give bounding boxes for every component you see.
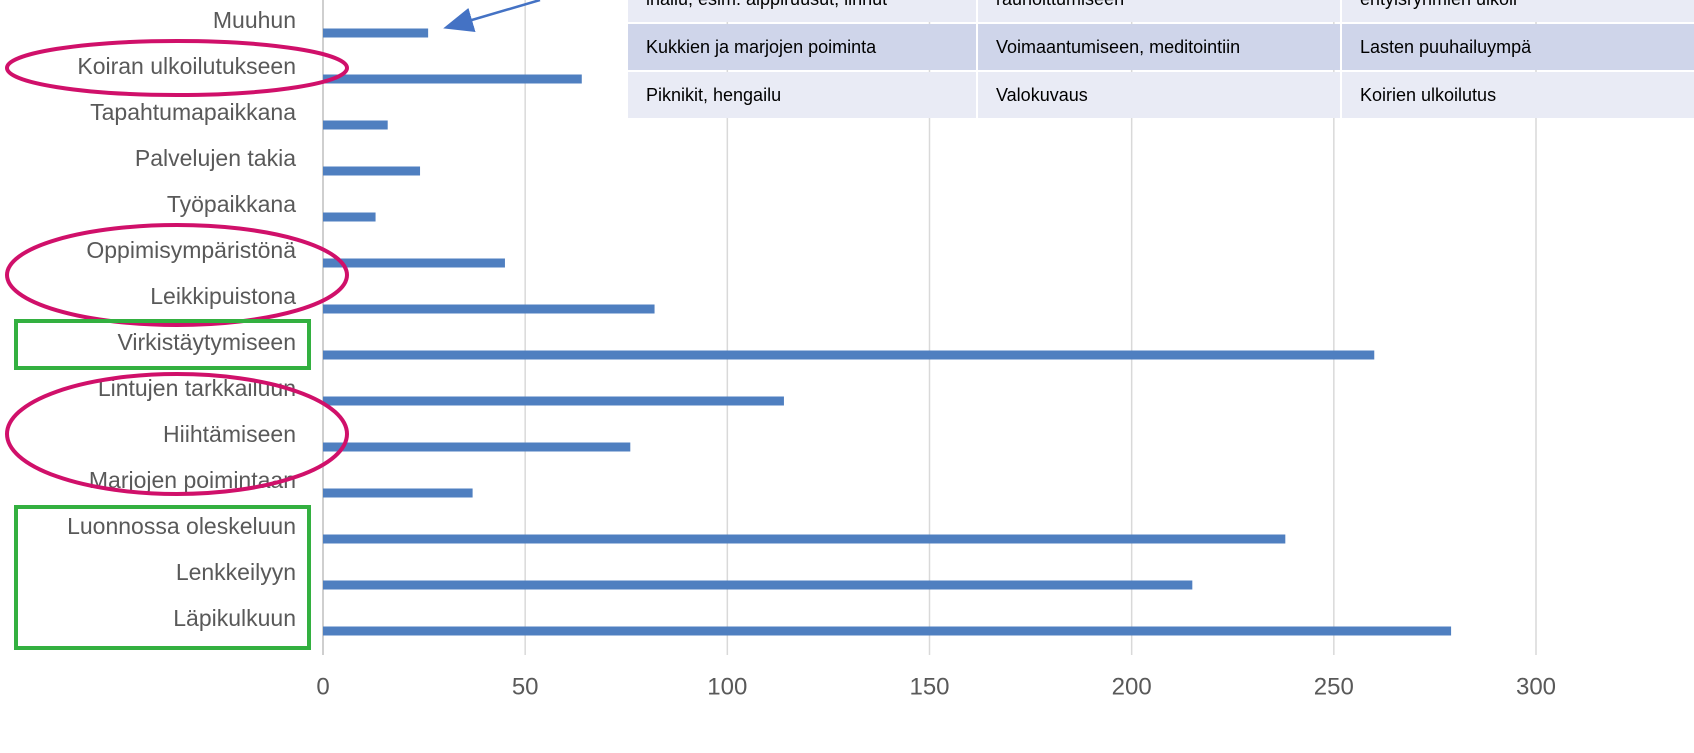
y-tick-label: Koiran ulkoilutukseen: [77, 53, 296, 79]
bar: [323, 396, 784, 406]
x-tick-label: 200: [1112, 673, 1152, 700]
y-tick-label: Leikkipuistona: [150, 283, 296, 309]
y-tick-label: Lintujen tarkkailuun: [98, 375, 296, 401]
table-cell: [1342, 0, 1694, 22]
x-tick-label: 50: [512, 673, 539, 700]
y-tick-label: Työpaikkana: [167, 191, 296, 217]
table-cell: [1342, 24, 1694, 70]
bar: [323, 488, 473, 498]
x-tick-label: 300: [1516, 673, 1556, 700]
table-cell-text: erityisryhmien ulkoil: [1360, 0, 1517, 9]
table-cell-text: Kukkien ja marjojen poiminta: [646, 37, 877, 57]
y-tick-label: Hiihtämiseen: [163, 421, 296, 447]
bar: [323, 442, 631, 452]
table-cell: [978, 0, 1340, 22]
y-tick-label: Lenkkeilyyn: [176, 559, 296, 585]
ellipse: [5, 372, 349, 496]
bars: [323, 28, 1452, 636]
y-tick-label: Muuhun: [213, 7, 296, 33]
y-tick-label: Virkistäytymiseen: [117, 329, 296, 355]
table-cell: [628, 0, 976, 22]
bar: [323, 580, 1193, 590]
bar: [323, 534, 1286, 544]
y-tick-label: Oppimisympäristönä: [86, 237, 296, 263]
bar: [323, 28, 429, 38]
table-cell: [978, 72, 1340, 118]
y-tick-label: Tapahtumapaikkana: [90, 99, 296, 125]
x-tick-label: 250: [1314, 673, 1354, 700]
table-cell-text: Piknikit, hengailu: [646, 85, 781, 105]
bar: [323, 258, 505, 268]
table-cell-text: Valokuvaus: [996, 85, 1088, 105]
highlight-box: [14, 505, 311, 650]
y-tick-label: Läpikulkuun: [173, 605, 296, 631]
x-tick-label: 150: [909, 673, 949, 700]
highlight-box: [14, 319, 311, 370]
ellipse: [5, 39, 349, 97]
annotations: [5, 0, 541, 650]
bar: [323, 212, 376, 222]
y-tick-label: Palvelujen takia: [135, 145, 296, 171]
bar: [323, 120, 388, 130]
table-cell-text: ihailu, esim. alppiruusut, linnut: [646, 0, 887, 9]
table-cell: [978, 24, 1340, 70]
bar: [323, 304, 655, 314]
y-tick-label: Marjojen poimintaan: [89, 467, 296, 493]
table-cell-text: Koirien ulkoilutus: [1360, 85, 1496, 105]
table-cell-text: Lasten puuhailuympä: [1360, 37, 1532, 57]
table-cell-text: rauhoittumiseen: [996, 0, 1124, 9]
bar: [323, 626, 1452, 636]
x-tick-label: 100: [707, 673, 747, 700]
table-cell: [628, 24, 976, 70]
table: ihailu, esim. alppiruusut, linnut rauhoit…: [628, 0, 1694, 118]
ellipse: [5, 223, 349, 327]
table-cell: [1342, 72, 1694, 118]
bar: [323, 74, 582, 84]
bar: [323, 166, 421, 176]
y-tick-label: Luonnossa oleskeluun: [67, 513, 296, 539]
table-cell-text: Voimaantumiseen, meditointiin: [996, 37, 1240, 57]
x-tick-label: 0: [316, 673, 329, 700]
bar: [323, 350, 1375, 360]
table-cell: [628, 72, 976, 118]
arrow: [443, 0, 541, 32]
